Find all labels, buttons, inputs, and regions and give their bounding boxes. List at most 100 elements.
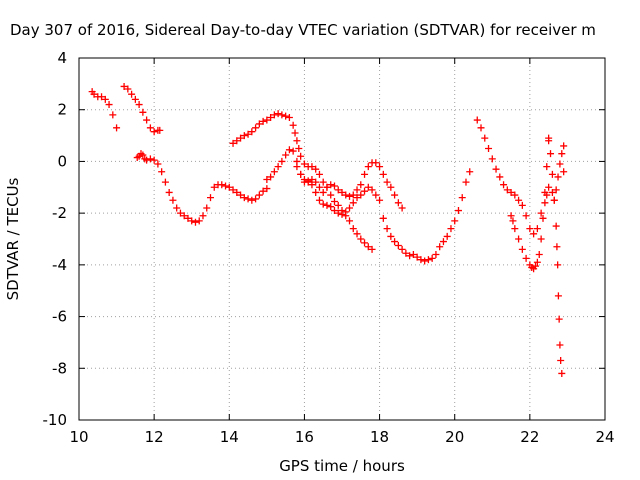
data-point xyxy=(543,163,551,171)
data-point xyxy=(237,191,245,199)
data-point xyxy=(357,235,365,243)
data-point xyxy=(409,251,417,259)
data-point xyxy=(319,200,327,208)
data-point xyxy=(158,168,166,176)
data-point xyxy=(150,156,158,164)
data-point xyxy=(372,191,380,199)
data-point xyxy=(406,252,414,260)
data-point xyxy=(278,157,286,165)
data-point xyxy=(233,137,241,145)
data-point xyxy=(315,183,323,191)
data-point xyxy=(558,150,566,158)
data-point xyxy=(146,124,154,132)
data-point xyxy=(402,249,410,257)
data-point xyxy=(554,173,562,181)
x-tick-label: 14 xyxy=(220,428,239,446)
data-point xyxy=(289,147,297,155)
data-point xyxy=(274,110,282,118)
data-point xyxy=(293,137,301,145)
data-point xyxy=(180,212,188,220)
data-point xyxy=(131,95,139,103)
data-point xyxy=(379,170,387,178)
data-point xyxy=(207,194,214,202)
data-point xyxy=(387,183,395,191)
data-point xyxy=(237,134,245,142)
data-point xyxy=(550,196,558,204)
data-point xyxy=(548,188,556,196)
data-point xyxy=(334,201,342,209)
data-point xyxy=(398,245,406,253)
data-point xyxy=(473,116,481,124)
data-point xyxy=(218,181,226,189)
data-point xyxy=(507,212,515,220)
data-point xyxy=(394,199,402,207)
data-point xyxy=(342,191,350,199)
data-point xyxy=(439,238,447,246)
data-point xyxy=(552,186,560,194)
data-point xyxy=(481,134,489,142)
data-point xyxy=(466,168,474,176)
data-point xyxy=(372,159,380,167)
data-point xyxy=(500,181,508,189)
data-point xyxy=(458,194,466,202)
data-point xyxy=(447,225,455,233)
grid xyxy=(79,58,605,420)
data-point xyxy=(146,155,154,163)
data-point xyxy=(124,85,132,93)
data-point xyxy=(308,163,316,171)
data-point xyxy=(357,181,365,189)
data-point xyxy=(304,178,312,186)
data-point xyxy=(432,251,440,259)
data-point xyxy=(545,134,553,142)
data-point xyxy=(259,187,267,195)
data-point xyxy=(327,203,335,211)
data-point xyxy=(541,188,549,196)
data-point xyxy=(300,160,308,168)
data-point xyxy=(330,182,338,190)
data-point xyxy=(229,186,237,194)
data-point xyxy=(150,128,158,136)
data-point xyxy=(353,186,361,194)
data-point xyxy=(334,186,342,194)
data-point xyxy=(391,191,399,199)
data-point xyxy=(184,214,192,222)
data-point xyxy=(535,251,543,259)
data-point xyxy=(282,151,290,159)
data-point xyxy=(229,139,237,147)
data-point xyxy=(349,225,357,233)
data-point xyxy=(421,257,429,265)
data-point xyxy=(511,225,519,233)
data-point xyxy=(109,111,117,119)
data-point xyxy=(315,196,323,204)
data-point xyxy=(533,225,541,233)
data-point xyxy=(376,196,384,204)
data-point xyxy=(308,181,316,189)
data-point xyxy=(353,230,361,238)
y-tick-label: -2 xyxy=(52,204,67,222)
data-point xyxy=(105,101,113,109)
data-point xyxy=(248,128,256,136)
data-point xyxy=(210,183,218,191)
y-tick-label: -4 xyxy=(52,256,67,274)
data-point xyxy=(361,187,369,195)
data-point xyxy=(295,145,303,152)
data-point xyxy=(169,196,177,204)
data-point xyxy=(383,178,391,186)
data-point xyxy=(291,129,299,137)
data-point xyxy=(293,163,301,171)
data-point xyxy=(368,186,376,194)
data-point xyxy=(451,217,459,225)
data-point xyxy=(323,201,331,209)
data-point xyxy=(173,204,181,212)
data-point xyxy=(101,95,109,103)
data-point xyxy=(509,217,517,225)
data-point xyxy=(176,209,184,217)
data-point xyxy=(454,207,462,215)
data-point xyxy=(557,357,565,365)
x-tick-label: 10 xyxy=(69,428,88,446)
data-point xyxy=(383,225,391,233)
data-point xyxy=(548,170,556,178)
data-point xyxy=(312,178,320,186)
y-tick-label: -8 xyxy=(52,359,67,377)
